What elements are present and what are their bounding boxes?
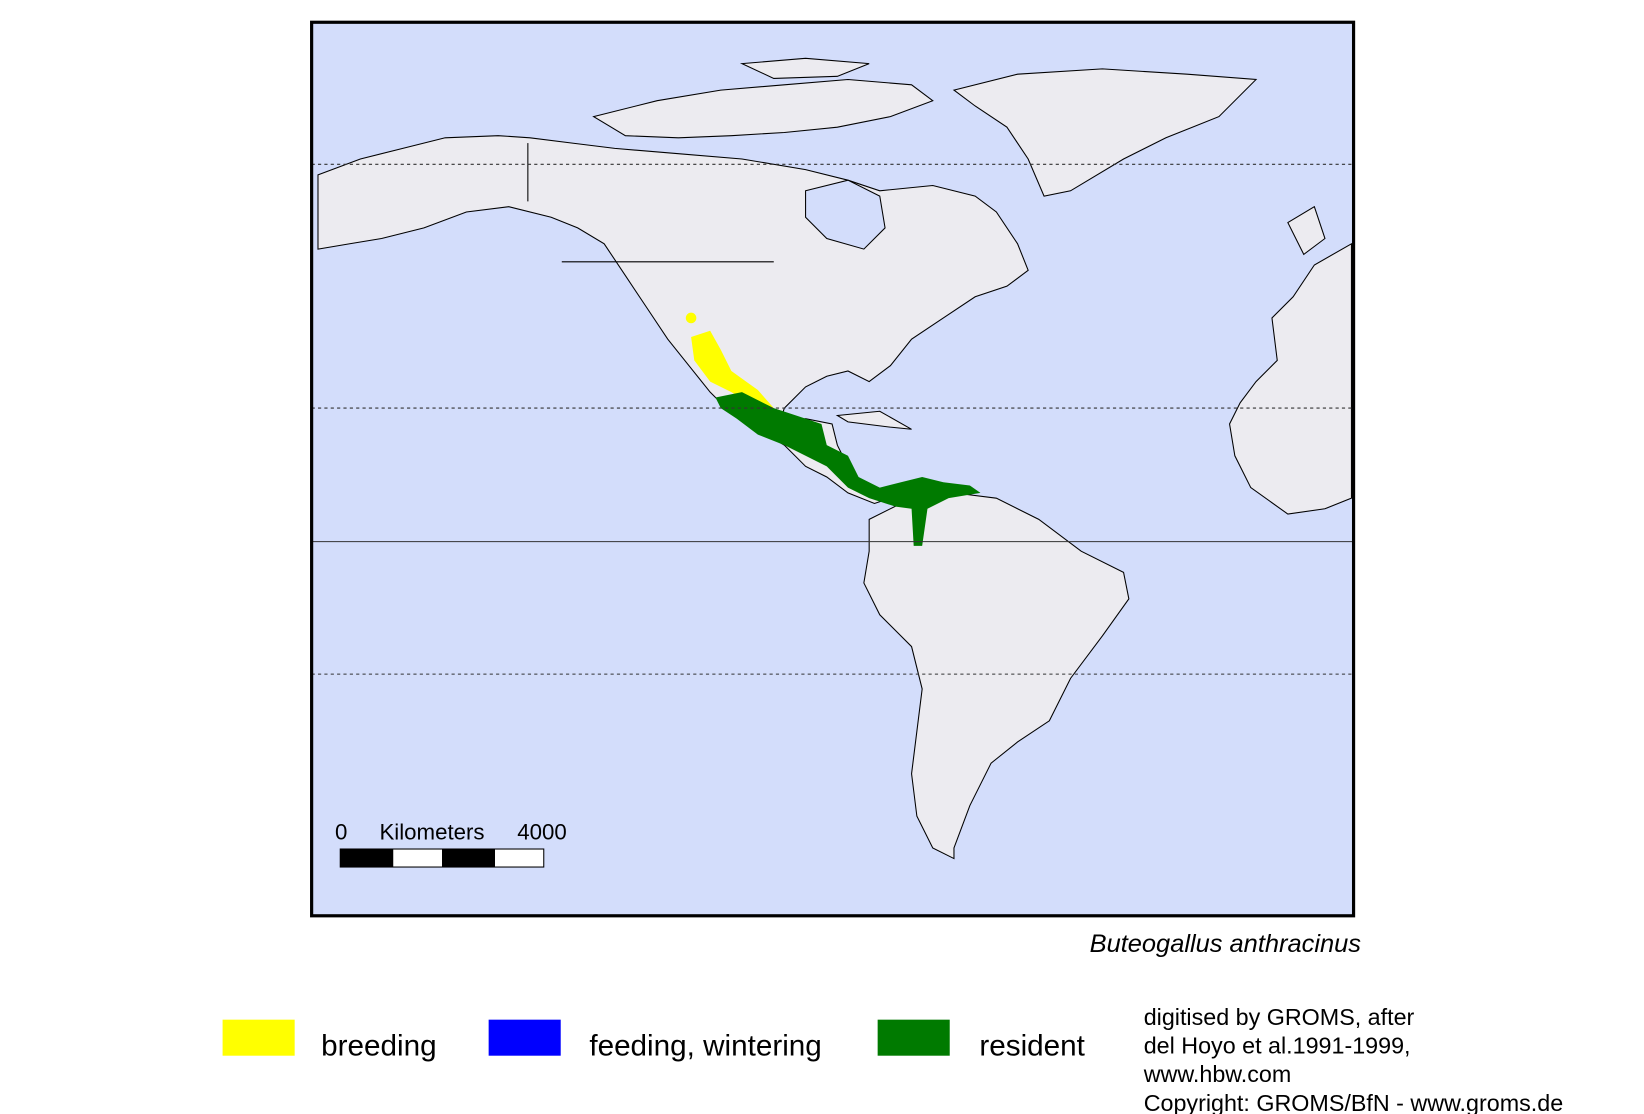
credit-line: Copyright: GROMS/BfN - www.groms.de xyxy=(1144,1090,1563,1114)
south-america xyxy=(863,492,1130,860)
scale-start: 0 xyxy=(335,819,347,844)
greenland xyxy=(952,68,1258,197)
scale-segment xyxy=(442,849,496,868)
legend-label: breeding xyxy=(321,1030,436,1063)
legend-label: feeding, wintering xyxy=(589,1030,821,1063)
hudson-bay xyxy=(805,179,886,250)
scale-segment xyxy=(340,849,394,868)
credit-line: del Hoyo et al.1991-1999, xyxy=(1144,1033,1411,1059)
breeding-range xyxy=(685,312,774,409)
resident-range xyxy=(715,392,981,546)
scale-bar: 0 Kilometers 4000 xyxy=(335,819,567,868)
arctic-islands xyxy=(592,57,934,139)
credit-line: www.hbw.com xyxy=(1143,1061,1292,1087)
map-frame xyxy=(310,20,1356,918)
map: 0 Kilometers 4000 xyxy=(310,20,1356,918)
credit-line: digitised by GROMS, after xyxy=(1144,1004,1415,1030)
legend-label: resident xyxy=(979,1030,1085,1063)
legend-swatch xyxy=(222,1019,295,1056)
scale-end: 4000 xyxy=(517,819,567,844)
credits: digitised by GROMS, after del Hoyo et al… xyxy=(1143,1004,1563,1114)
legend-swatch xyxy=(877,1019,950,1056)
legend-swatch xyxy=(488,1019,561,1056)
scale-unit: Kilometers xyxy=(379,819,484,844)
species-name: Buteogallus anthracinus xyxy=(1090,930,1362,958)
cuba xyxy=(835,410,912,430)
legend: breeding feeding, wintering resident xyxy=(222,1019,1086,1063)
africa-europe xyxy=(1229,205,1352,515)
